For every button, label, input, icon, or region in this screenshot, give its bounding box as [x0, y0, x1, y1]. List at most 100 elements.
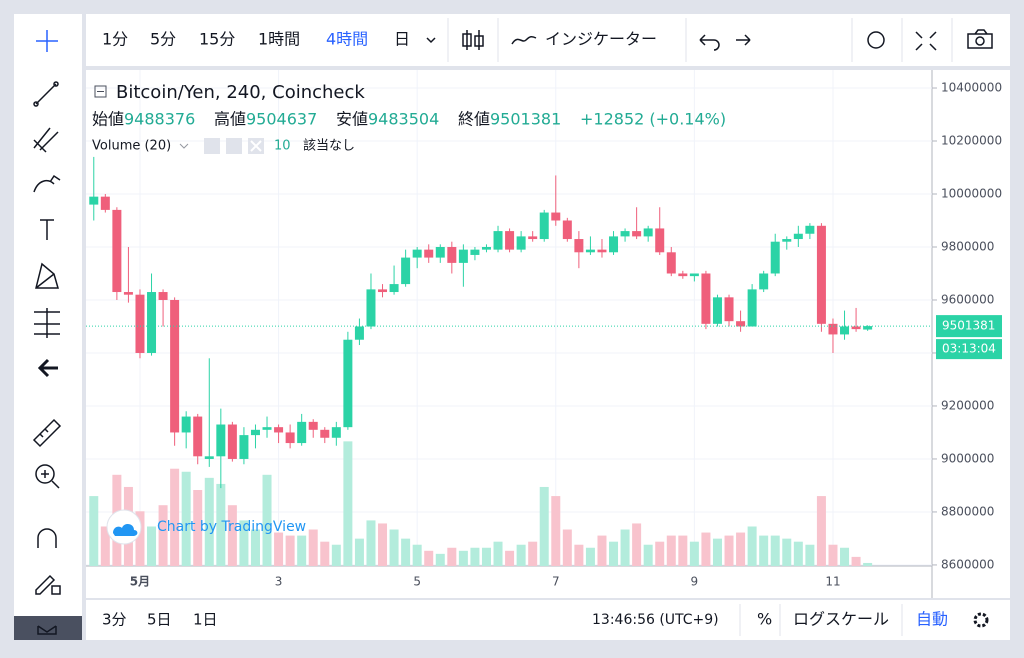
x-tick-label: 9: [691, 575, 699, 589]
volume-bar: [100, 526, 110, 566]
candle-body: [147, 292, 157, 353]
y-tick-label: 8600000: [941, 557, 994, 571]
log-scale-toggle[interactable]: ログスケール: [793, 610, 889, 629]
y-tick-label: 9000000: [941, 451, 994, 465]
candle-body: [447, 246, 457, 263]
volume-bar: [712, 538, 722, 566]
y-tick-label: 10200000: [941, 134, 1002, 148]
volume-bar: [805, 544, 815, 566]
bottom-settings[interactable]: [973, 612, 989, 628]
candle-body: [239, 435, 249, 459]
chart-title: Bitcoin/Yen, 240, Coincheck: [116, 82, 365, 103]
interval-button[interactable]: 15分: [199, 30, 235, 49]
candle-body: [620, 231, 630, 237]
volume-bar: [297, 535, 307, 566]
interval-button[interactable]: 1時間: [258, 30, 300, 49]
candle-body: [250, 429, 260, 436]
candle-body: [747, 289, 757, 327]
volume-bar: [493, 541, 503, 566]
x-tick-label: 3: [275, 575, 283, 589]
interval-button[interactable]: 4時間: [326, 30, 368, 49]
watermark: Chart by TradingView: [157, 519, 306, 535]
countdown-box: [936, 339, 1002, 360]
left-toolbar: [14, 14, 82, 640]
candle-body: [274, 427, 284, 433]
settings-icon[interactable]: [867, 31, 885, 49]
volume-bar: [516, 544, 526, 566]
volume-bar: [678, 535, 688, 566]
volume-bar: [840, 547, 850, 566]
candle-body: [516, 236, 526, 250]
ohlc-label: 終値: [458, 110, 490, 129]
volume-bar: [481, 547, 491, 566]
volume-bar: [528, 541, 538, 566]
bottom-toolbar: [86, 600, 1010, 640]
volume-bar: [620, 529, 630, 566]
ohlc-label: 始値: [92, 110, 124, 129]
volume-bar: [551, 496, 561, 566]
top-toolbar: [86, 14, 1010, 66]
volume-bar: [308, 529, 318, 566]
candle-body: [354, 326, 364, 340]
volume-note: 該当なし: [303, 138, 355, 154]
indicators-button[interactable]: インジケーター: [545, 30, 657, 49]
percent-toggle[interactable]: %: [757, 610, 772, 629]
hide-icon[interactable]: [37, 625, 57, 635]
interval-button[interactable]: 1分: [102, 30, 128, 49]
candle-body: [574, 239, 584, 253]
volume-bar: [389, 529, 399, 566]
auto-toggle[interactable]: 自動: [916, 610, 948, 629]
volume-bar: [227, 505, 237, 566]
interval-button[interactable]: 5分: [150, 30, 176, 49]
collapse-box[interactable]: [94, 85, 107, 98]
range-button[interactable]: 3分: [102, 611, 127, 629]
y-tick-label: 8800000: [941, 504, 994, 518]
toolbar-dividers: [447, 18, 953, 62]
volume-dropdown[interactable]: [179, 143, 189, 149]
volume-eye[interactable]: [204, 138, 220, 154]
volume-bar: [343, 441, 353, 566]
volume-bar: [505, 550, 515, 566]
candle-body: [666, 252, 676, 274]
volume-bar: [239, 520, 249, 566]
volume-bar: [147, 526, 157, 566]
toolbar-icons-right[interactable]: [915, 29, 993, 51]
candle-body: [89, 196, 99, 205]
candle-body: [470, 249, 480, 255]
volume-bar: [851, 556, 861, 566]
candle-body: [262, 427, 272, 430]
y-tick-label: 10400000: [941, 81, 1002, 95]
volume-bar: [458, 550, 468, 566]
volume-label: Volume (20): [92, 139, 171, 154]
candle-body: [724, 297, 734, 322]
ohlc-value: 9483504: [368, 110, 439, 129]
range-button[interactable]: 5日: [147, 611, 172, 629]
volume-bar: [216, 483, 226, 566]
candle-body: [701, 273, 711, 324]
volume-bar: [562, 529, 572, 566]
volume-bar: [724, 535, 734, 566]
volume-bar: [262, 474, 272, 566]
volume-bar: [816, 496, 826, 566]
ohlc-label: 安値: [336, 110, 368, 129]
volume-settings[interactable]: [226, 138, 242, 154]
toolbar-icons[interactable]: [426, 30, 720, 51]
volume-bar: [643, 544, 653, 566]
candle-body: [597, 249, 607, 253]
candle-body: [505, 231, 515, 250]
candle-body: [863, 326, 873, 330]
drawing-tools[interactable]: [32, 30, 62, 595]
volume-bar: [204, 477, 214, 566]
volume-bar: [632, 523, 642, 566]
interval-button[interactable]: 日: [394, 30, 410, 49]
candle-body: [216, 424, 226, 457]
last-price-label: 9501381: [942, 319, 995, 333]
candle-body: [609, 236, 619, 253]
volume-bar: [366, 520, 376, 566]
range-button[interactable]: 1日: [193, 611, 218, 629]
volume-bar: [285, 535, 295, 566]
candle-body: [285, 432, 295, 444]
volume-bar: [331, 544, 341, 566]
bottom-dividers: [739, 604, 903, 636]
volume-bar: [412, 544, 422, 566]
